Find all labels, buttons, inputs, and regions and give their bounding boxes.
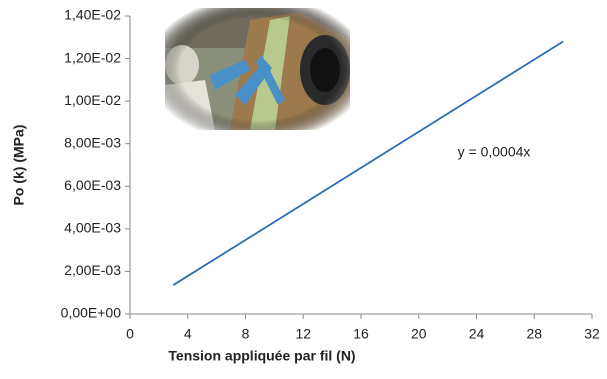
y-tick-label: 0,00E+00 — [61, 305, 122, 321]
y-tick-label: 6,00E-03 — [64, 177, 121, 193]
y-tick-label: 1,20E-02 — [64, 49, 121, 65]
y-tick-label: 2,00E-03 — [64, 262, 121, 278]
x-tick-label: 32 — [584, 326, 600, 342]
x-tick-label: 4 — [184, 326, 192, 342]
x-tick-label: 8 — [242, 326, 250, 342]
y-axis-label: Po (k) (MPa) — [11, 125, 27, 206]
x-tick-label: 20 — [411, 326, 427, 342]
y-tick-label: 8,00E-03 — [64, 134, 121, 150]
x-tick-label: 24 — [469, 326, 485, 342]
line-series — [172, 40, 564, 286]
x-axis-label: Tension appliquée par fil (N) — [168, 348, 355, 364]
photo — [165, 8, 350, 130]
x-tick-label: 16 — [353, 326, 369, 342]
x-tick-label: 28 — [526, 326, 542, 342]
y-tick-label: 1,40E-02 — [64, 7, 121, 23]
y-tick-label: 1,00E-02 — [64, 92, 121, 108]
x-tick-label: 12 — [295, 326, 311, 342]
annotation: y = 0,0004x — [458, 144, 531, 160]
x-tick-label: 0 — [126, 326, 134, 342]
y-tick-label: 4,00E-03 — [64, 220, 121, 236]
